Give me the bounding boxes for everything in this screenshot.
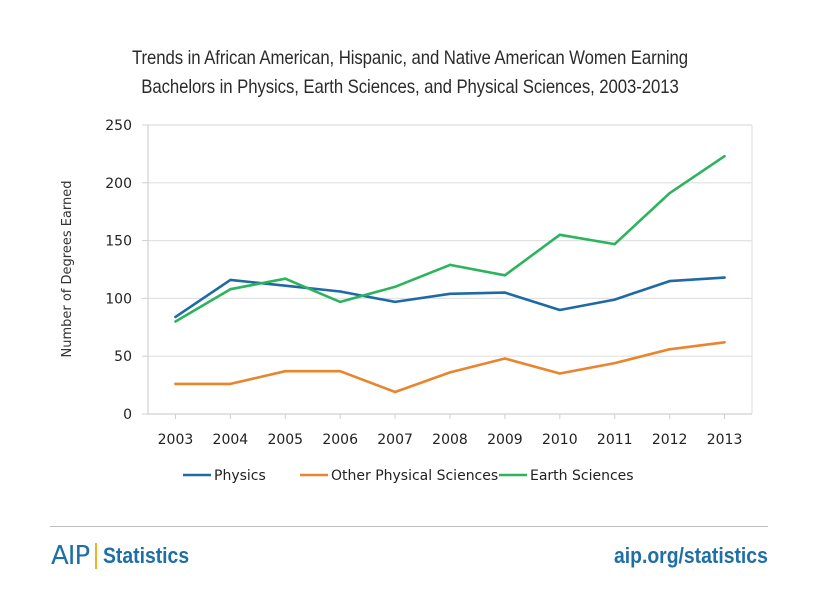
data-point-physics	[448, 292, 452, 295]
x-tick-label: 2011	[597, 432, 633, 448]
data-point-other-physical-sciences	[448, 371, 452, 374]
website-link[interactable]: aip.org/statistics	[614, 543, 768, 568]
y-tick-labels: 0 50 100 150 200 250	[105, 118, 132, 423]
logo-divider-bar	[95, 543, 98, 569]
logo-statistics-text: Statistics	[103, 543, 190, 568]
data-point-earth-sciences	[668, 192, 671, 195]
x-tick-label: 2013	[707, 432, 743, 448]
data-point-earth-sciences	[229, 287, 232, 291]
data-point-other-physical-sciences	[393, 390, 397, 394]
y-tick-label: 100	[105, 291, 132, 307]
y-tick-label: 200	[105, 176, 132, 192]
data-point-other-physical-sciences	[338, 370, 342, 373]
series-earth-sciences	[174, 154, 726, 323]
data-point-earth-sciences	[284, 277, 287, 280]
series-physics	[174, 276, 726, 319]
data-point-earth-sciences	[393, 285, 397, 289]
aip-statistics-logo: AIP Statistics	[51, 541, 201, 571]
aip-logo-mark: AIP	[51, 541, 90, 571]
chart-title: Trends in African American, Hispanic, an…	[57, 44, 762, 102]
data-point-earth-sciences	[613, 242, 616, 246]
data-point-physics	[338, 290, 342, 293]
series-line-earth-sciences	[174, 154, 726, 323]
legend-label: Other Physical Sciences	[331, 468, 498, 484]
data-point-other-physical-sciences	[723, 341, 726, 344]
y-tick-label: 150	[105, 234, 132, 250]
y-axis-label: Number of Degrees Earned	[60, 180, 75, 357]
data-point-other-physical-sciences	[558, 372, 562, 375]
data-point-other-physical-sciences	[174, 382, 177, 386]
data-point-physics	[723, 276, 726, 279]
data-point-other-physical-sciences	[503, 357, 507, 360]
x-tick-label: 2008	[432, 432, 468, 448]
x-tick-label: 2009	[487, 432, 523, 448]
series-line-other-physical-sciences	[174, 340, 726, 394]
data-point-earth-sciences	[723, 155, 726, 158]
series-lines	[174, 154, 726, 394]
data-point-physics	[174, 315, 177, 319]
data-point-other-physical-sciences	[229, 382, 232, 386]
axes	[142, 124, 753, 419]
data-point-physics	[503, 291, 507, 294]
data-point-physics	[613, 298, 616, 301]
data-point-earth-sciences	[338, 300, 342, 304]
gridlines	[148, 124, 752, 357]
x-tick-label: 2005	[267, 432, 303, 448]
data-point-physics	[668, 279, 671, 283]
data-point-other-physical-sciences	[284, 370, 287, 373]
x-tick-label: 2012	[652, 432, 688, 448]
footer-divider	[50, 526, 768, 527]
y-tick-label: 0	[123, 407, 132, 423]
series-other-physical-sciences	[174, 340, 726, 394]
data-point-physics	[393, 300, 397, 304]
y-tick-label: 250	[105, 118, 132, 134]
legend-item-earth-sciences: Earth Sciences	[499, 468, 634, 484]
y-tick-label: 50	[114, 349, 132, 365]
x-tick-label: 2003	[158, 432, 194, 448]
data-point-earth-sciences	[448, 263, 452, 267]
x-tick-label: 2004	[213, 432, 249, 448]
legend-item-other-physical-sciences: Other Physical Sciences	[300, 468, 498, 484]
data-point-earth-sciences	[503, 274, 507, 277]
legend-label: Physics	[214, 468, 266, 484]
chart-title-line-2: Bachelors in Physics, Earth Sciences, an…	[141, 76, 679, 98]
x-tick-labels: 2003 2004 2005 2006 2007 2008 2009 2010 2011 2012…	[158, 432, 743, 448]
data-point-physics	[558, 308, 562, 312]
data-point-physics	[229, 278, 232, 282]
legend-label: Earth Sciences	[530, 468, 634, 484]
legend: Physics Other Physical Sciences Earth Scie…	[183, 468, 634, 484]
data-point-earth-sciences	[558, 233, 562, 237]
legend-item-physics: Physics	[183, 468, 266, 484]
x-tick-label: 2010	[542, 432, 578, 448]
data-point-earth-sciences	[174, 320, 177, 323]
data-point-other-physical-sciences	[668, 348, 671, 351]
x-tick-label: 2006	[322, 432, 358, 448]
chart-title-line-1: Trends in African American, Hispanic, an…	[132, 47, 688, 69]
data-point-physics	[284, 284, 287, 287]
x-tick-label: 2007	[377, 432, 413, 448]
data-point-other-physical-sciences	[613, 361, 616, 365]
